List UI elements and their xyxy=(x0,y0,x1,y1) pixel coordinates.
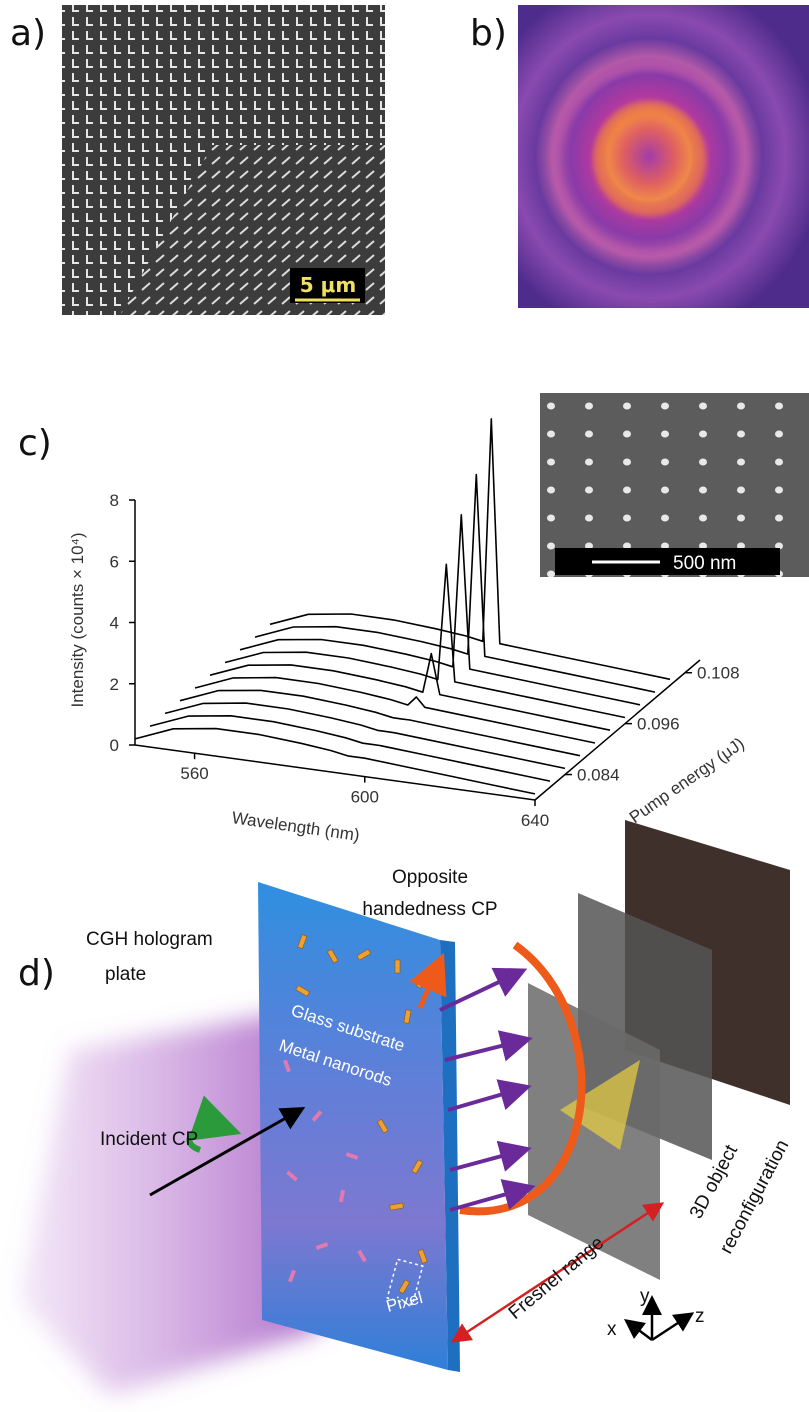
y-tick-label: 8 xyxy=(110,491,119,510)
panel-a: 5 μm a) xyxy=(10,5,385,315)
x-axis-title: Wavelength (nm) xyxy=(231,808,361,845)
y-tick-label: 0 xyxy=(110,736,119,755)
coordinate-axes xyxy=(628,1300,690,1340)
y-tick-label: 4 xyxy=(110,614,119,633)
z-tick-label: 0.084 xyxy=(577,766,620,785)
panel-label: b) xyxy=(470,13,507,54)
panel-c: c) 500 nm Intensity (counts × 10⁴) Wavel… xyxy=(18,393,809,845)
scale-bar-label: 5 μm xyxy=(300,273,356,297)
annotation: CGH hologram xyxy=(86,929,213,950)
panel-label: c) xyxy=(18,423,52,464)
panel-d: d) xyxy=(18,820,793,1395)
spectrum-line xyxy=(150,716,550,781)
axis-label: y xyxy=(640,1286,650,1307)
z-axis-title: Pump energy (μJ) xyxy=(626,734,748,827)
y-axis-title: Intensity (counts × 10⁴) xyxy=(68,532,87,707)
y-tick-label: 2 xyxy=(110,675,119,694)
heatmap-image xyxy=(518,5,809,308)
panel-label: d) xyxy=(18,953,55,994)
annotation: handedness CP xyxy=(362,899,497,920)
spectrum-line xyxy=(225,564,625,717)
x-tick-label: 560 xyxy=(180,764,208,783)
annotation: plate xyxy=(105,964,146,985)
annotation: 3D object xyxy=(686,1141,743,1222)
annotation: Incident CP xyxy=(100,1129,198,1150)
z-tick-label: 0.096 xyxy=(637,715,680,734)
y-tick-label: 6 xyxy=(110,552,119,571)
sem-pattern xyxy=(212,5,385,145)
scale-bar-box xyxy=(555,548,780,575)
axis-label: x xyxy=(607,1319,617,1340)
figure: 5 μm a) b) c) 500 nm Intensity (counts ×… xyxy=(0,0,809,1412)
axis-label: z xyxy=(695,1306,705,1327)
panel-b: b) xyxy=(470,5,809,308)
scale-bar-label: 500 nm xyxy=(673,553,736,574)
annotation: Fresnel range xyxy=(505,1232,608,1323)
panel-label: a) xyxy=(10,13,46,54)
x-tick-label: 640 xyxy=(521,811,549,830)
x-tick-label: 600 xyxy=(351,788,379,807)
z-tick-label: 0.108 xyxy=(697,664,740,683)
annotation: Opposite xyxy=(392,867,468,888)
spectrum-line xyxy=(135,729,535,794)
